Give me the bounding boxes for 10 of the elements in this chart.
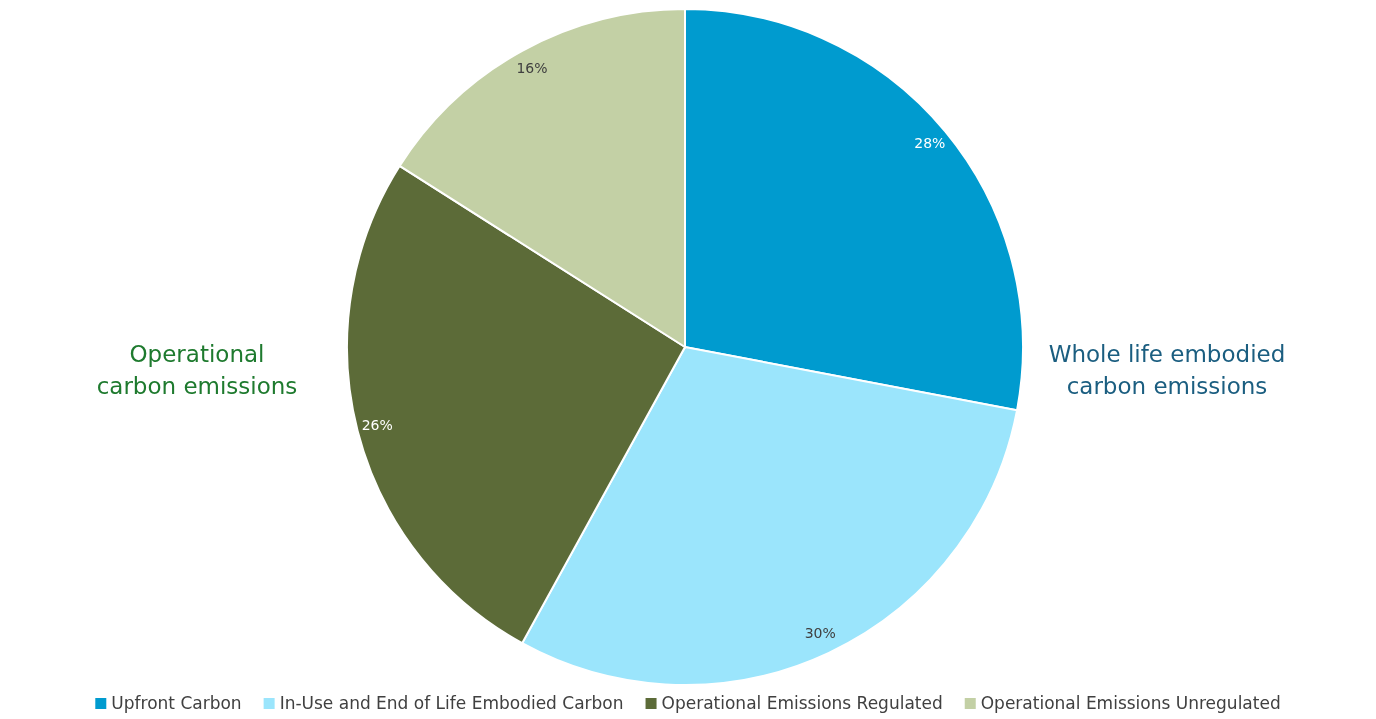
text: Operational carbon emissions	[96, 341, 298, 399]
legend-label: Upfront Carbon	[111, 693, 242, 713]
text: Whole life embodied carbon emissions	[1048, 341, 1286, 399]
data-label: 28%	[914, 135, 946, 152]
legend-label: Operational Emissions Unregulated	[980, 693, 1281, 713]
data-label: 26%	[361, 417, 393, 434]
legend-label: In-Use and End of Life Embodied Carbon	[279, 693, 624, 713]
legend-label: Operational Emissions Regulated	[661, 693, 943, 713]
data-label: 30%	[804, 625, 836, 642]
data-label: 16%	[516, 59, 548, 76]
